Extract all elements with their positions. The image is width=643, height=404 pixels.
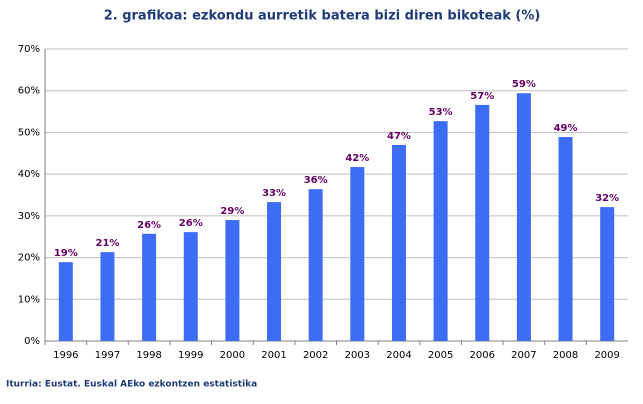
y-tick-label: 0%: [24, 336, 40, 347]
value-label: 21%: [95, 238, 119, 249]
value-label: 26%: [179, 218, 203, 229]
x-tick-label: 1999: [178, 350, 203, 361]
x-tick-label: 2006: [470, 350, 495, 361]
x-tick-label: 1996: [53, 350, 78, 361]
x-tick-label: 1997: [95, 350, 120, 361]
bar: [350, 167, 365, 341]
bar: [558, 137, 573, 341]
bar: [433, 121, 448, 341]
value-label: 26%: [137, 220, 161, 231]
x-tick-label: 1998: [136, 350, 161, 361]
bar: [58, 262, 73, 341]
x-tick-label: 2008: [553, 350, 578, 361]
bar: [225, 220, 240, 341]
x-tick-label: 2003: [345, 350, 370, 361]
bar: [391, 144, 406, 341]
bar: [600, 207, 615, 341]
x-tick-label: 2007: [511, 350, 536, 361]
y-tick-label: 50%: [18, 127, 40, 138]
x-tick-label: 2005: [428, 350, 453, 361]
value-label: 53%: [429, 107, 453, 118]
source-note: Iturria: Eustat. Euskal AEko ezkontzen e…: [6, 380, 257, 390]
chart-title: 2. grafikoa: ezkondu aurretik batera biz…: [104, 9, 541, 24]
value-label: 49%: [554, 123, 578, 134]
y-tick-label: 40%: [18, 169, 40, 180]
x-tick-label: 2000: [220, 350, 245, 361]
value-label: 19%: [54, 248, 78, 259]
y-tick-label: 70%: [18, 44, 40, 55]
x-tick-label: 2002: [303, 350, 328, 361]
y-tick-label: 10%: [18, 294, 40, 305]
value-label: 59%: [512, 79, 536, 90]
value-label: 42%: [345, 153, 369, 164]
bar: [142, 233, 157, 341]
bar: [183, 232, 198, 341]
x-tick-label: 2009: [594, 350, 619, 361]
x-tick-label: 2004: [386, 350, 411, 361]
y-tick-label: 20%: [18, 253, 40, 264]
bar: [100, 252, 115, 341]
value-label: 36%: [304, 175, 328, 186]
value-label: 57%: [470, 91, 494, 102]
x-tick-label: 2001: [261, 350, 286, 361]
y-tick-label: 60%: [18, 86, 40, 97]
value-label: 47%: [387, 131, 411, 142]
bar: [308, 189, 323, 341]
value-label: 32%: [595, 193, 619, 204]
bar: [267, 202, 282, 341]
value-label: 33%: [262, 188, 286, 199]
y-tick-label: 30%: [18, 211, 40, 222]
bar: [475, 104, 490, 341]
bar: [516, 93, 531, 342]
value-label: 29%: [220, 206, 244, 217]
